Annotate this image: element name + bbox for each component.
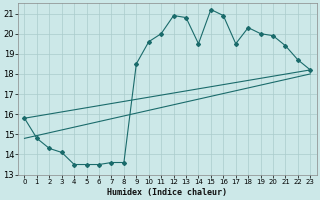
X-axis label: Humidex (Indice chaleur): Humidex (Indice chaleur) xyxy=(108,188,228,197)
